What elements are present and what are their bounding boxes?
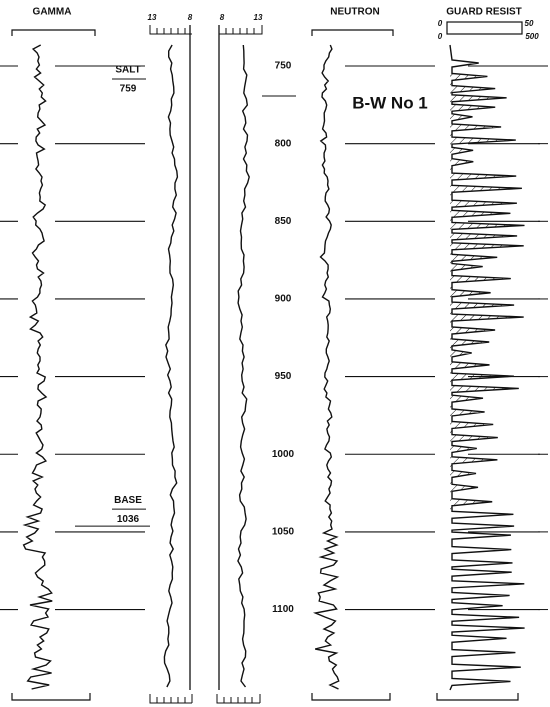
scale-label: 500 — [525, 32, 539, 41]
log-curve — [163, 44, 179, 688]
scale-label: 0 — [438, 19, 443, 28]
neutron-bracket — [311, 693, 391, 701]
neutron-header: NEUTRON — [330, 7, 379, 18]
log-curve — [312, 44, 340, 690]
depth-label: 950 — [275, 371, 292, 382]
scale-label: 50 — [525, 19, 534, 28]
depth-label: 1050 — [272, 527, 295, 538]
depth-label: 850 — [275, 216, 292, 227]
marker-label: SALT — [115, 65, 140, 76]
resist-curve — [449, 44, 525, 691]
log-curve — [237, 44, 250, 688]
log-curve — [22, 44, 53, 690]
gamma-header: GAMMA — [33, 7, 72, 18]
scale-label: 13 — [148, 13, 157, 22]
depth-label: 750 — [275, 61, 292, 72]
resist-scale-box — [446, 21, 523, 35]
gamma-bracket — [11, 693, 91, 701]
depth-label: 1100 — [272, 604, 294, 615]
scale-label: 13 — [254, 13, 263, 22]
scale-label: 8 — [188, 13, 193, 22]
resist-bracket — [436, 693, 519, 701]
caliper-scale — [149, 25, 192, 35]
depth-label: 800 — [275, 138, 292, 149]
marker-depth: 1036 — [117, 514, 140, 525]
well-name: B-W No 1 — [352, 93, 428, 112]
log-curves — [22, 44, 525, 691]
caliper-scale — [149, 694, 193, 704]
depth-label: 900 — [275, 294, 292, 305]
caliper-scale — [219, 25, 263, 35]
neutron-bracket — [311, 29, 394, 36]
marker-depth: 759 — [120, 84, 137, 95]
gamma-bracket — [11, 29, 96, 36]
resist-header: GUARD RESIST — [446, 7, 522, 18]
caliper-scale — [216, 694, 261, 704]
scale-label: 0 — [438, 32, 443, 41]
marker-label: BASE — [114, 495, 142, 506]
depth-label: 1000 — [272, 449, 295, 460]
scale-label: 8 — [220, 13, 225, 22]
